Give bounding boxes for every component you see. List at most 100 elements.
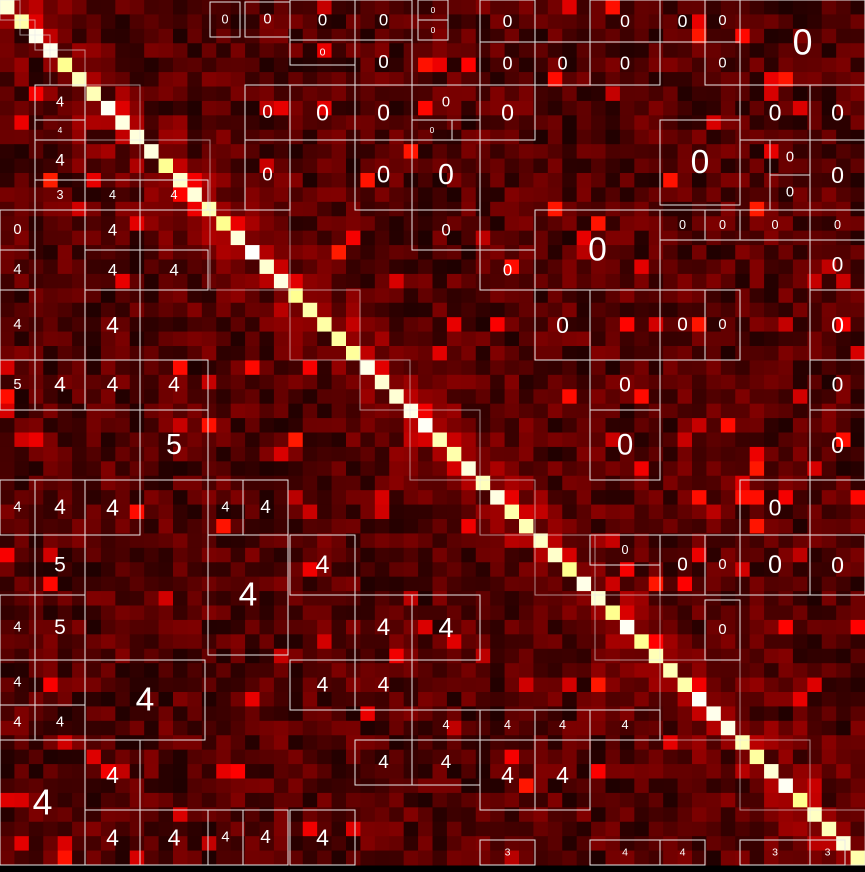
heat-cell [663,43,679,59]
heat-cell [634,129,650,145]
heat-cell [57,475,73,491]
heat-cell [461,57,477,73]
heat-cell [591,591,606,606]
heat-cell [461,43,477,59]
heat-cell [504,432,520,448]
heat-cell [432,115,448,131]
heat-cell [201,360,217,376]
heat-cell [72,807,87,823]
heat-cell [100,14,116,30]
heat-cell [418,850,433,866]
heat-cell [374,115,390,131]
heat-cell [519,216,534,232]
heat-cell [648,605,664,621]
heat-cell [619,418,635,433]
heat-cell [201,259,217,275]
heat-cell [648,187,664,203]
heat-cell [634,821,650,837]
heat-cell [677,302,693,318]
heat-cell [562,245,578,260]
heat-cell [302,346,318,361]
heat-cell [317,187,333,203]
heat-cell [504,57,520,73]
heat-cell [72,576,87,592]
heat-cell [547,259,563,275]
heat-cell [43,0,59,15]
block-rank: 4 [107,374,119,397]
heat-cell [591,259,606,275]
block-rank: 0 [832,254,844,277]
heat-cell [735,129,751,145]
heat-cell [576,374,592,390]
heat-cell [706,605,722,621]
block [139,179,209,211]
heat-cell [129,677,145,693]
heat-cell [446,605,462,621]
heat-cell [57,259,73,275]
heat-cell [663,475,679,491]
heat-cell [187,14,203,30]
heat-cell [619,807,635,823]
heat-cell [273,519,289,534]
heat-cell [115,403,131,419]
heat-cell [663,14,679,30]
heat-cell [72,389,87,405]
heat-cell [158,591,174,606]
heat-cell [173,0,188,15]
heat-cell [115,259,131,275]
heat-cell [288,533,304,549]
heat-cell [187,432,203,448]
heat-cell [504,519,520,534]
heat-cell [461,273,477,289]
heat-cell [187,201,203,217]
heat-cell [230,850,246,866]
heat-cell [547,144,563,160]
heat-cell [302,519,318,534]
heat-cell [129,576,145,592]
heat-cell [28,158,44,174]
heat-cell [648,490,664,506]
heat-cell [461,475,477,491]
heat-cell [792,28,808,44]
heat-cell [302,735,318,751]
heat-cell [187,418,203,433]
heat-cell [576,836,592,852]
heat-cell [677,418,693,433]
heat-cell [562,230,578,246]
heat-cell [230,259,246,275]
heat-cell [720,533,736,549]
heat-cell [504,43,520,59]
heat-cell [259,576,275,592]
heat-cell [720,259,736,275]
heat-cell [562,778,578,794]
heat-cell [115,475,131,491]
heat-cell [720,663,736,679]
heat-cell [749,201,765,217]
heat-cell [360,648,376,664]
heat-cell [648,158,664,174]
heat-cell [619,302,635,318]
heat-cell [764,187,779,203]
heat-cell [14,100,30,116]
heat-cell [158,605,174,621]
heat-cell [807,749,823,765]
heat-cell [735,403,751,419]
heat-cell [461,389,477,405]
heat-cell [619,389,635,405]
heat-cell [100,0,116,15]
heat-cell [144,331,160,347]
heat-cell [403,57,419,73]
heat-cell [187,807,203,823]
heat-cell [821,663,837,679]
heat-cell [374,677,390,693]
heat-cell [850,663,865,679]
heat-cell [792,735,808,751]
heat-cell [418,14,433,30]
heat-cell [533,619,549,635]
heat-cell [403,807,419,823]
heat-cell [173,346,188,361]
heat-cell [374,461,390,477]
heat-cell [591,28,606,44]
heat-cell [778,677,794,693]
block [84,479,141,536]
